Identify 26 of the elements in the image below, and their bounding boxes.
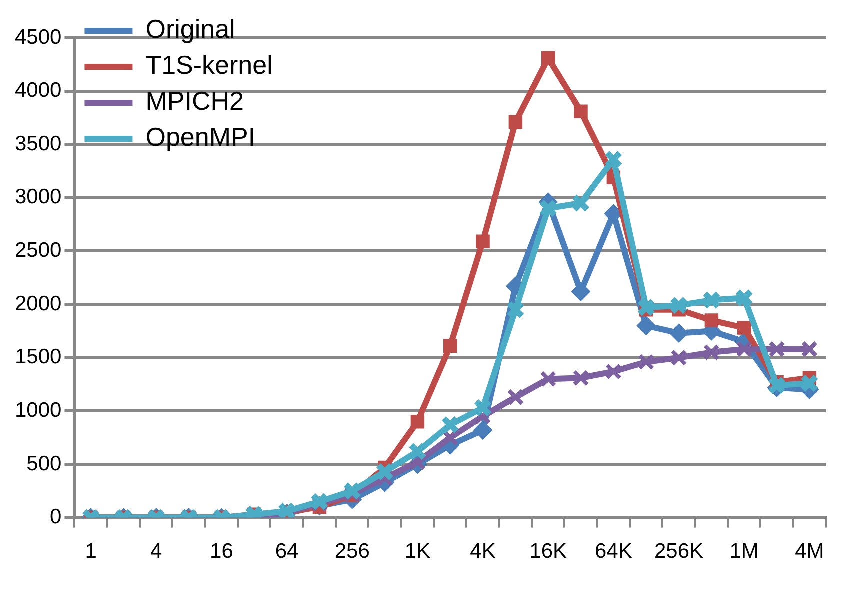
x-tick-label: 1 — [85, 540, 97, 564]
legend-label: T1S-kernel — [146, 50, 273, 80]
legend-label: OpenMPI — [146, 122, 256, 152]
x-tick-label: 1M — [730, 540, 759, 564]
x-tick-label: 16 — [210, 540, 234, 564]
legend-label: MPICH2 — [146, 86, 244, 116]
x-tick-label: 64K — [594, 540, 632, 564]
x-tick-label: 1K — [404, 540, 431, 564]
y-tick-label: 3000 — [15, 186, 62, 209]
x-tick-label: 4K — [470, 540, 496, 564]
y-tick-label: 2000 — [15, 292, 62, 316]
x-tick-label: 64 — [275, 540, 300, 564]
x-tick-label: 256 — [334, 540, 370, 564]
y-tick-label: 2500 — [15, 239, 62, 262]
x-tick-label: 4M — [795, 540, 824, 564]
y-tick-label: 3500 — [15, 132, 62, 156]
x-tick-label: 16K — [530, 540, 568, 564]
y-tick-label: 1000 — [15, 398, 62, 422]
x-tick-label: 4 — [150, 540, 163, 564]
y-tick-label: 1500 — [15, 346, 62, 369]
y-tick-label: 0 — [50, 506, 62, 529]
y-tick-label: 4000 — [15, 79, 62, 102]
y-tick-label: 500 — [26, 452, 62, 476]
y-tick-label: 4500 — [15, 26, 62, 49]
x-tick-label: 256K — [654, 540, 704, 564]
legend-label: Original — [146, 14, 236, 44]
